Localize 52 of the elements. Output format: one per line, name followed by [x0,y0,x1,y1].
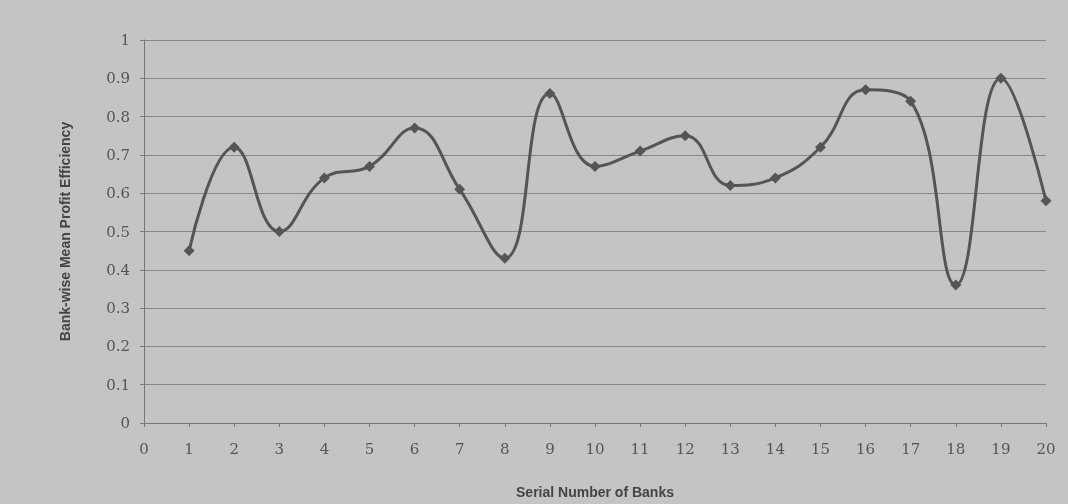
x-tick-label: 19 [991,439,1011,458]
x-tick-label: 3 [274,439,285,458]
x-tick-label: 6 [409,439,420,458]
y-tick-label: 0.2 [106,337,130,356]
x-tick-label: 2 [229,439,239,458]
x-tick-label: 18 [946,439,966,458]
y-tick-label: 0.1 [106,375,130,394]
point [634,145,646,157]
x-tick-label: 17 [901,439,921,458]
point [769,172,781,184]
point [499,252,511,264]
point [544,88,556,100]
y-tick-label: 0.3 [106,299,130,318]
x-tick-label: 8 [500,439,510,458]
x-tick-label: 20 [1036,439,1056,458]
point [364,160,375,172]
x-tick-label: 10 [585,439,605,458]
x-tick-label: 13 [720,439,740,458]
x-tick-label: 9 [545,439,555,458]
x-tick-label: 12 [675,439,695,458]
x-tick-label: 15 [810,439,831,458]
y-tick-label: 0.6 [106,184,130,203]
point [273,226,285,237]
x-tick-label: 14 [765,439,785,458]
point [589,160,601,172]
x-tick-label: 7 [454,439,465,458]
y-tick-label: 0.8 [106,107,130,126]
y-tick-label: 0.7 [106,145,130,164]
x-tick-label: 1 [184,439,194,458]
point [815,141,826,153]
y-tick-label: 1 [120,31,130,49]
point [183,245,195,257]
y-tick-label: 0.5 [106,222,130,241]
x-tick-label: 5 [364,439,375,458]
y-tick-label: 0.4 [106,260,130,279]
x-axis-title: Serial Number of Banks [516,484,675,500]
x-tick-label: 16 [856,439,876,458]
x-tick-label: 0 [139,439,149,458]
point [679,130,691,142]
point [318,172,330,184]
point [995,72,1007,84]
y-axis-title: Bank-wise Mean Profit Efficiency [57,121,73,342]
point [1040,195,1052,207]
point [454,183,466,195]
point [228,141,240,153]
y-tick-label: 0 [120,414,130,432]
x-tick-label: 11 [630,439,650,458]
point [950,279,962,291]
y-tick-label: 0.9 [106,69,130,88]
point [905,95,917,107]
x-tick-label: 4 [319,439,330,458]
point [724,180,736,192]
